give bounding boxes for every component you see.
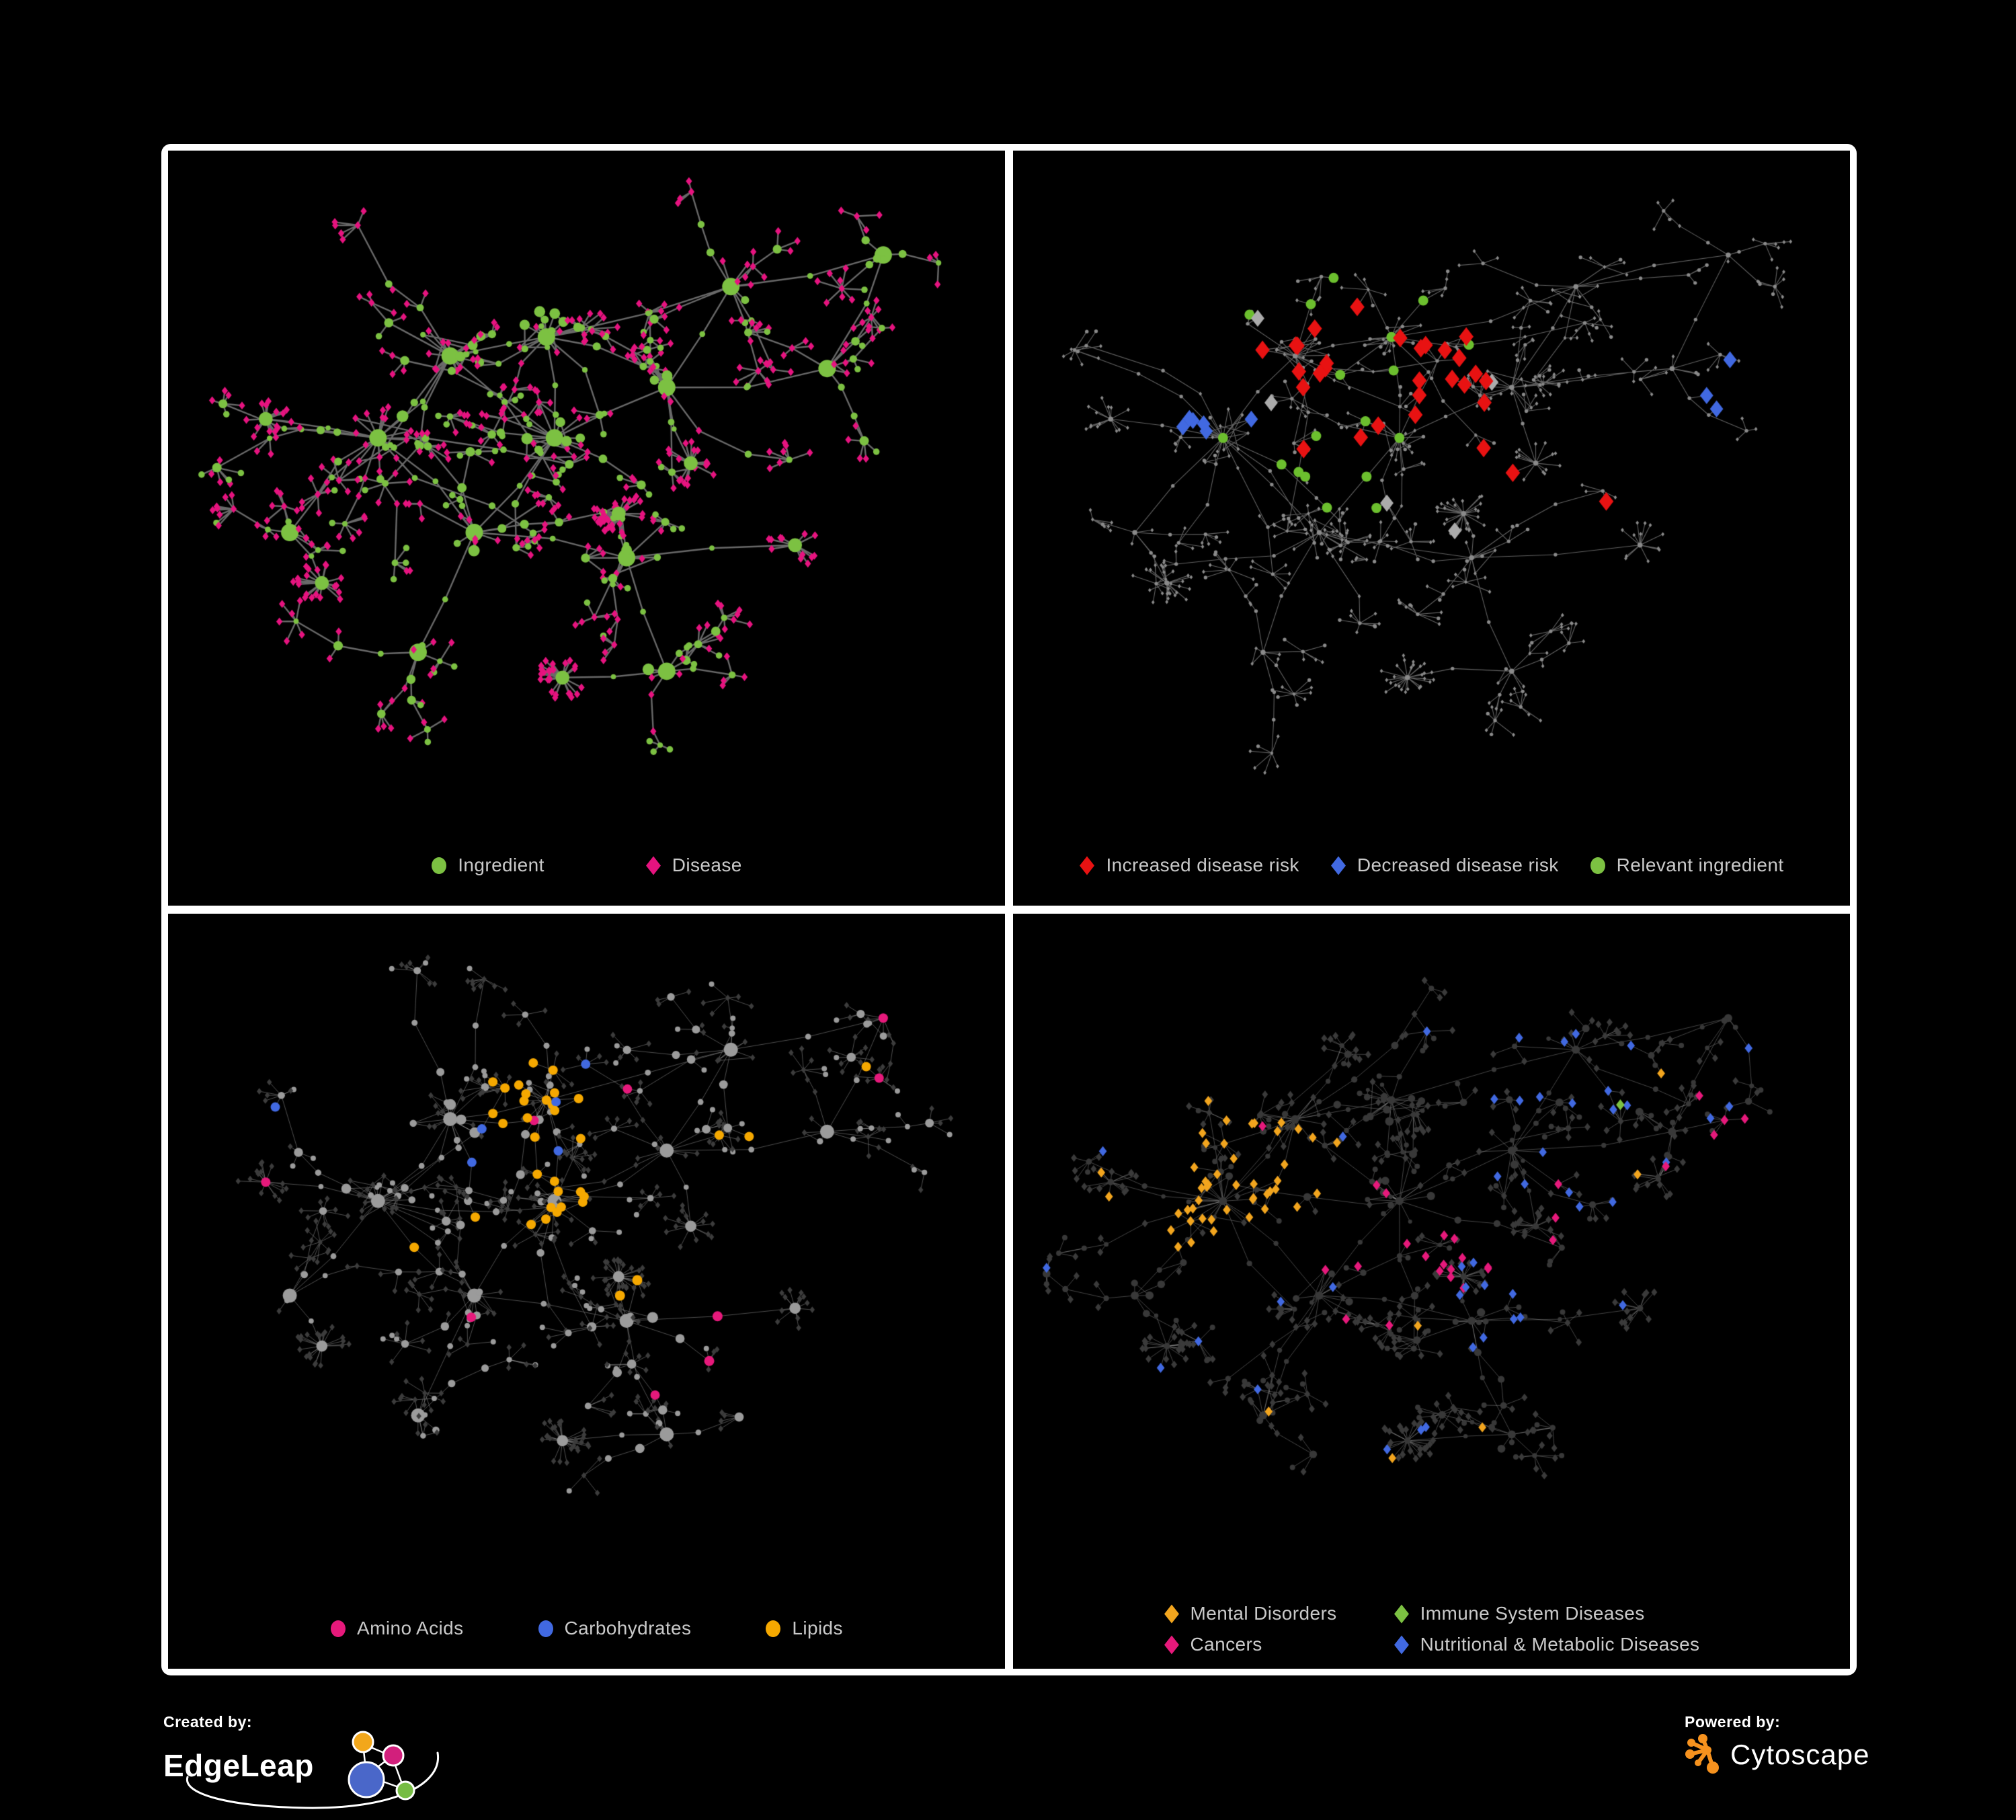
disease-risk-network-canvas (1013, 151, 1850, 906)
created-by-block: Created by: EdgeLeap (163, 1713, 473, 1814)
cytoscape-brand-text: Cytoscape (1730, 1739, 1870, 1770)
panel-nutrient-classes: Amino Acids Carbohydrates Lipids (168, 914, 1005, 1669)
panel-disease-risk: Increased disease risk Decreased disease … (1013, 151, 1850, 906)
edgeleap-logo: EdgeLeap (163, 1731, 473, 1809)
ingredient-disease-network-canvas (168, 151, 1005, 906)
cytoscape-network-icon (1685, 1734, 1719, 1774)
edgeleap-brand-text: EdgeLeap (163, 1748, 314, 1783)
panel-ingredient-disease: Ingredient Disease (168, 151, 1005, 906)
disease-classes-network-canvas (1013, 914, 1850, 1669)
cytoscape-logo: Cytoscape (1685, 1734, 1967, 1776)
powered-by-label: Powered by: (1685, 1713, 1781, 1731)
panel-disease-classes: Mental Disorders Immune System Diseases Ca… (1013, 914, 1850, 1669)
edgeleap-network-doodle-icon (186, 1731, 440, 1809)
powered-by-block: Powered by: Cytoscape (1685, 1713, 1967, 1794)
nutrient-classes-network-canvas (168, 914, 1005, 1669)
panel-grid: Ingredient Disease Increased disease risk… (161, 144, 1857, 1675)
created-by-label: Created by: (163, 1713, 253, 1731)
